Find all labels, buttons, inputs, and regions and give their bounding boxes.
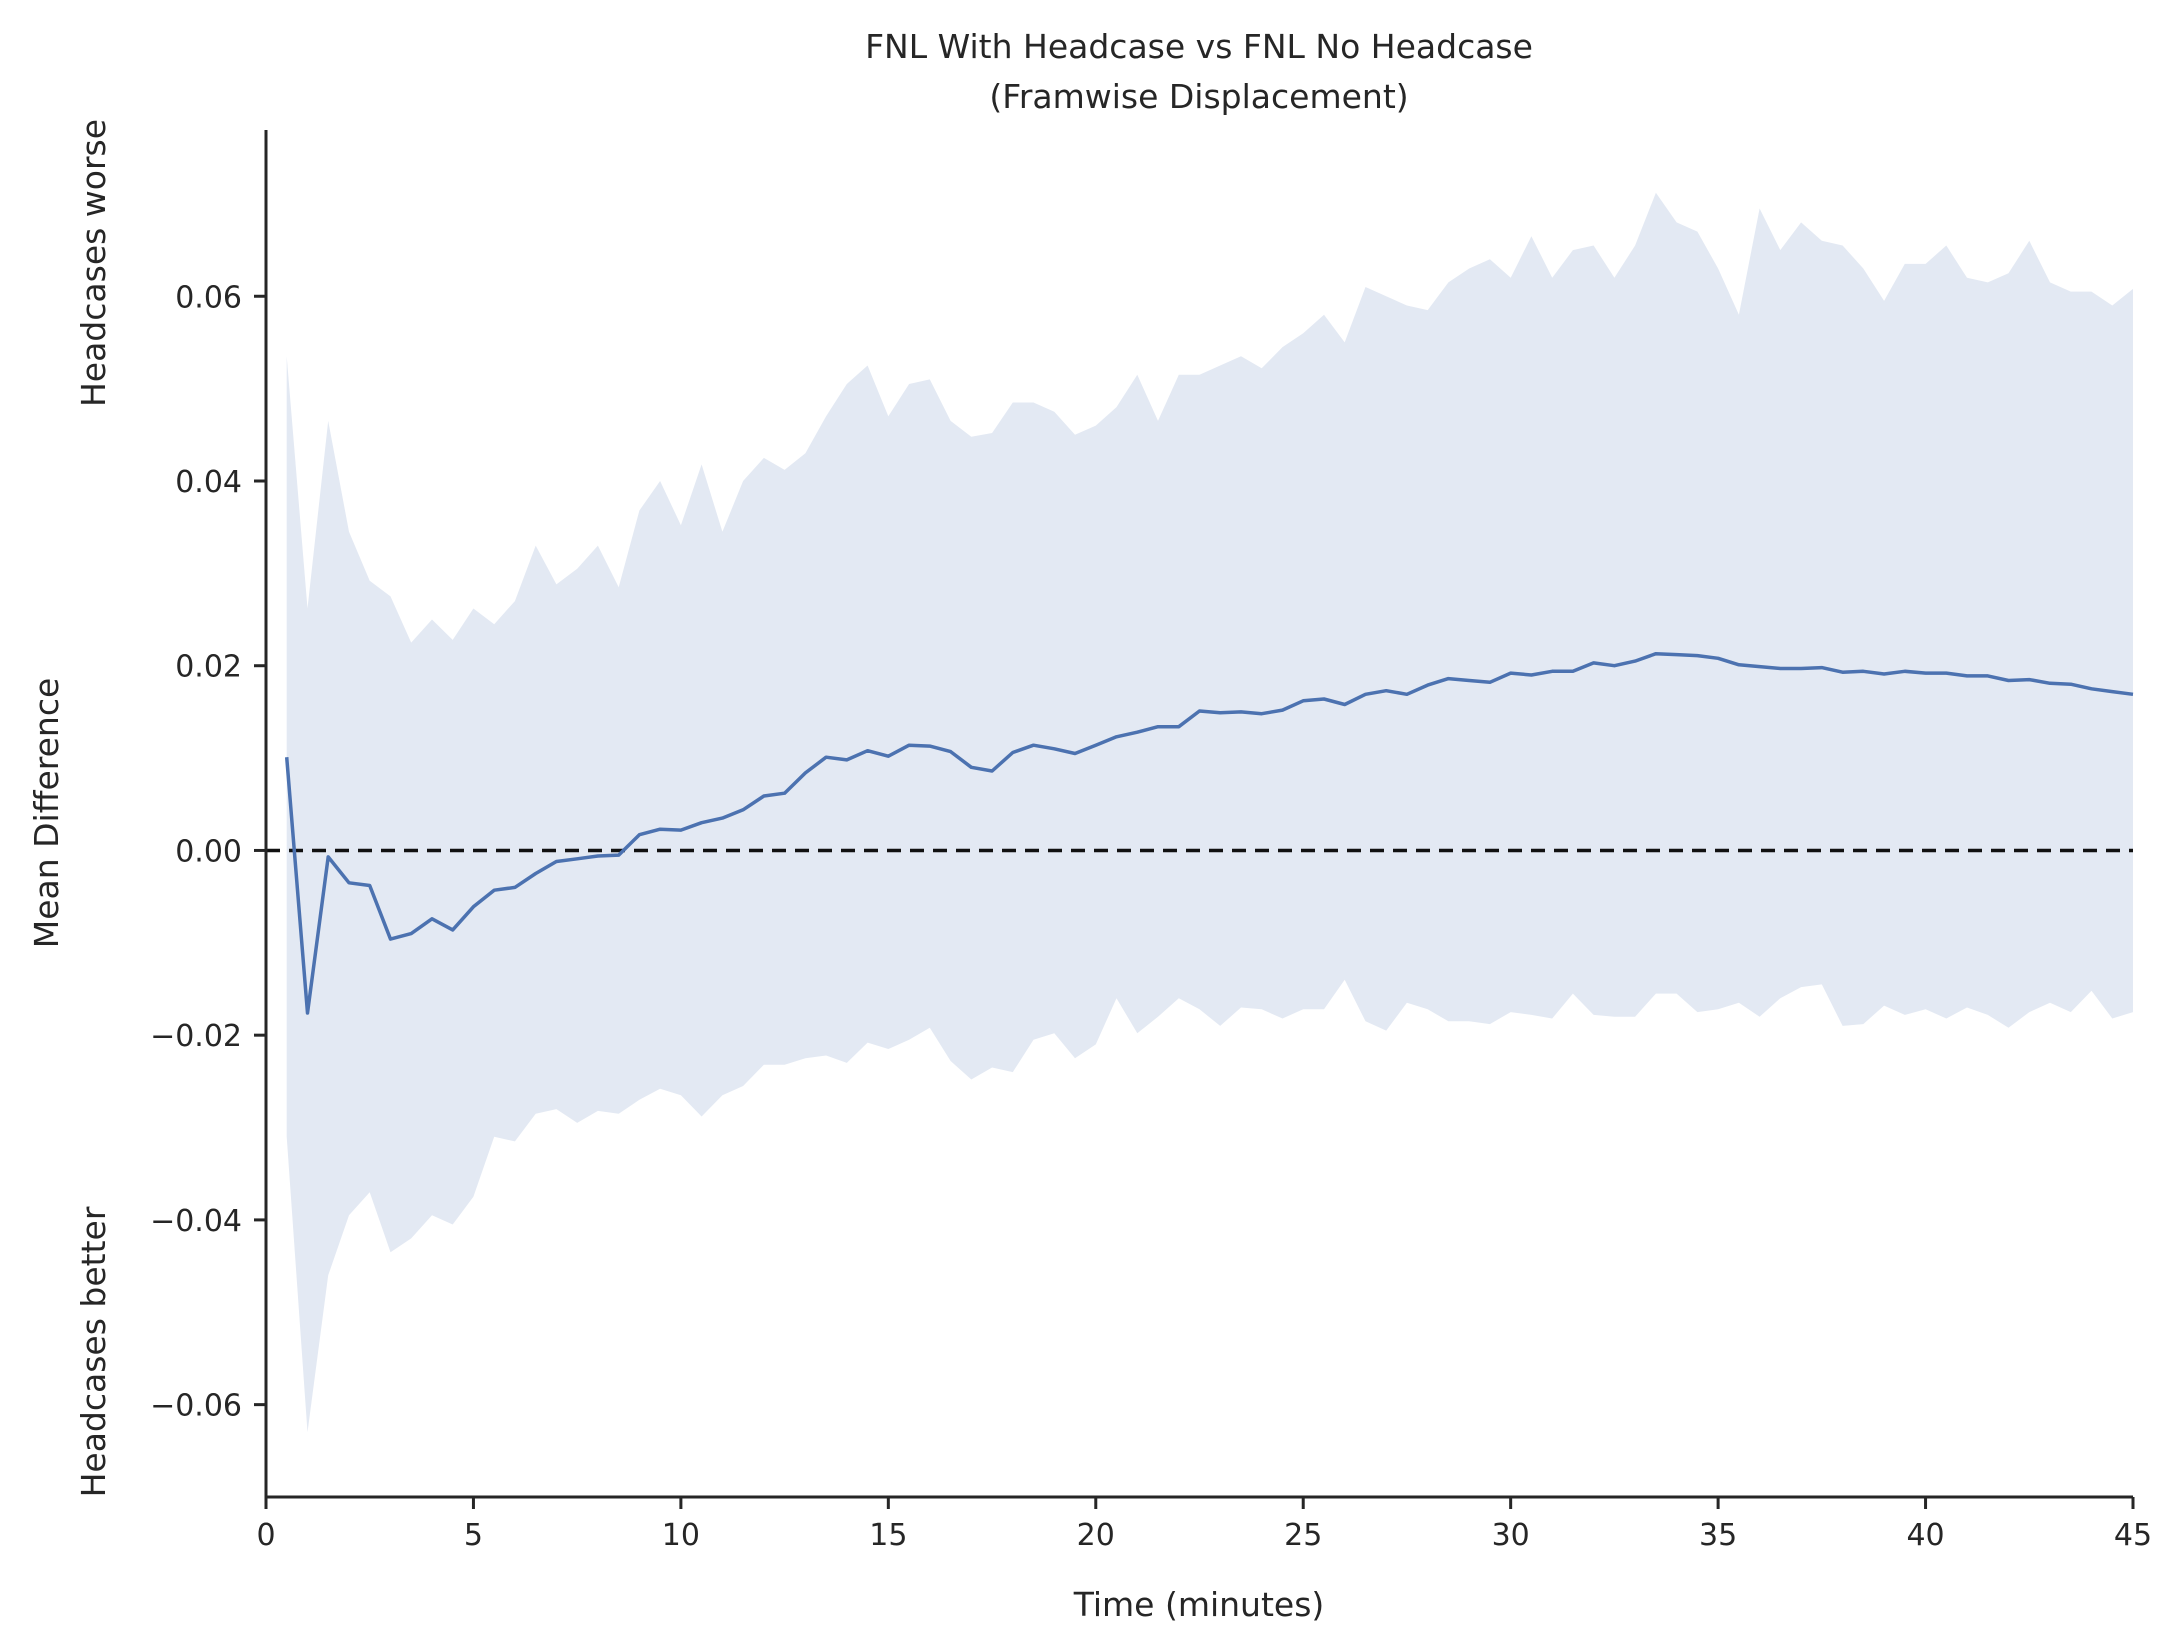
y-tick-label: 0.06 [175,280,242,315]
y-annotation-top: Headcases worse [74,119,113,407]
y-ticks: −0.06 −0.04 −0.02 0.00 0.02 0.04 0.06 [150,280,266,1424]
y-tick-label: −0.04 [150,1204,242,1239]
confidence-band [286,192,2134,1433]
x-tick-label: 5 [464,1518,483,1553]
x-axis-label: Time (minutes) [1073,1585,1325,1624]
y-tick-label: 0.02 [175,650,242,685]
x-tick-label: 30 [1492,1518,1530,1553]
x-tick-label: 40 [1906,1518,1944,1553]
y-tick-label: −0.02 [150,1019,242,1054]
y-tick-label: 0.04 [175,465,242,500]
mean-difference-line [284,651,2134,1015]
x-tick-label: 15 [869,1518,907,1553]
x-tick-label: 25 [1284,1518,1322,1553]
x-tick-label: 35 [1699,1518,1737,1553]
x-ticks: 0 5 10 15 20 25 30 35 40 45 [256,1497,2152,1553]
y-tick-label: 0.00 [175,834,242,869]
x-tick-label: 20 [1077,1518,1115,1553]
x-tick-label: 0 [256,1518,275,1553]
chart-title: FNL With Headcase vs FNL No Headcase [865,27,1533,66]
y-tick-label: −0.06 [150,1389,242,1424]
y-axis-label: Mean Difference [27,678,66,949]
y-annotation-bottom: Headcases better [74,1206,113,1497]
x-tick-label: 45 [2114,1518,2152,1553]
chart-subtitle: (Framwise Displacement) [989,77,1408,116]
x-tick-label: 10 [662,1518,700,1553]
